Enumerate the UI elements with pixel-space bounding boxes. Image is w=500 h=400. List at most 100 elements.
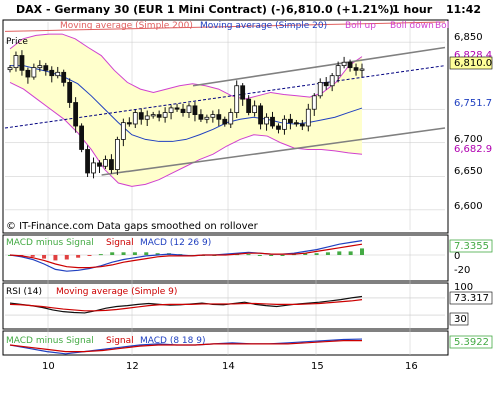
y-tick-6850: 6,850 — [454, 32, 483, 43]
candle-body-4 — [31, 67, 37, 78]
macd-hist-bar-5 — [64, 255, 69, 260]
sma20-value: 6,751.7 — [454, 98, 492, 109]
macd-hist-bar-23 — [269, 255, 274, 256]
candle-body-48 — [293, 122, 299, 125]
rsi-ma-line — [9, 299, 363, 312]
last-price-box — [449, 56, 493, 70]
candle-body-33 — [204, 116, 210, 120]
macd-hist-bar-7 — [87, 255, 92, 256]
candle-body-31 — [192, 105, 198, 115]
macd-value: 7.3355 — [454, 241, 489, 252]
rsi-30-box — [449, 312, 469, 326]
macd2-signal-line — [9, 340, 362, 353]
macd-hist-bar-10 — [121, 252, 126, 255]
candle-body-9 — [61, 71, 67, 83]
time: 11:42 — [446, 3, 481, 16]
candle-body-22 — [138, 112, 144, 120]
candle-body-11 — [73, 102, 79, 127]
rsi-tick-100: 100 — [454, 282, 473, 293]
macd-panel-frame — [2, 234, 449, 282]
lower-band-value: 6,682.9 — [454, 144, 492, 155]
macd-hist-bar-3 — [42, 255, 47, 259]
candle-body-46 — [282, 118, 287, 130]
x-tick-15: 15 — [311, 361, 324, 372]
rsi-value: 73.317 — [454, 293, 489, 304]
candle-body-45 — [276, 125, 281, 130]
candle-body-28 — [174, 107, 180, 110]
candle-body-24 — [150, 114, 156, 117]
macd-value-box — [449, 239, 493, 253]
macd-tick-0: 0 — [454, 251, 460, 262]
candle-body-8 — [55, 71, 61, 77]
candle-body-7 — [49, 69, 55, 77]
macd-legend-macd: MACD (12 26 9) — [140, 238, 211, 248]
candle-body-40 — [246, 98, 252, 113]
candle-body-56 — [341, 61, 347, 67]
macd-hist-bar-12 — [144, 252, 149, 255]
legend-sma20: Moving average (Simple 20) — [200, 21, 327, 31]
macd-hist-bar-24 — [280, 255, 285, 256]
last-price-value: 6,810.0 — [454, 58, 492, 69]
macd-hist-bar-4 — [53, 255, 58, 261]
y-tick-6700: 6,700 — [454, 134, 483, 145]
candle-body-13 — [85, 149, 90, 174]
boll-down-line — [9, 81, 363, 187]
candle-body-2 — [19, 55, 25, 71]
macd2-legend-hist: MACD minus Signal — [6, 336, 94, 346]
macd-hist-bar-27 — [314, 253, 319, 255]
candle-body-39 — [240, 85, 246, 100]
rsi-value-box — [449, 291, 493, 305]
macd2-legend-signal: Signal — [106, 336, 134, 346]
candlesticks — [7, 50, 365, 179]
candle-body-25 — [156, 114, 162, 118]
macd-hist-bar-26 — [303, 253, 308, 255]
candle-body-54 — [329, 75, 335, 87]
macd-signal-line — [9, 243, 363, 269]
x-tick-10: 10 — [42, 361, 55, 372]
sma200-line — [4, 21, 446, 32]
candle-body-20 — [126, 122, 132, 125]
macd2-value-box — [449, 335, 493, 349]
macd-hist-bar-8 — [98, 254, 103, 256]
macd-hist-bar-22 — [257, 255, 262, 256]
candle-body-43 — [264, 116, 269, 125]
rsi-ma-legend: Moving average (Simple 9) — [56, 287, 177, 297]
legend-boll-up: Boll up — [345, 21, 376, 31]
bollinger-band — [10, 34, 362, 187]
instrument-title: DAX - Germany 30 (EUR 1 Mini Contract) (… — [16, 3, 285, 16]
upper-band-value: 6,828.4 — [454, 50, 492, 61]
candle-body-49 — [299, 123, 305, 127]
rsi-legend: RSI (14) — [6, 287, 42, 297]
candle-body-36 — [222, 118, 228, 125]
candle-body-18 — [114, 139, 120, 171]
candle-body-10 — [67, 81, 73, 103]
candle-body-26 — [162, 112, 168, 118]
macd-hist-bar-9 — [110, 252, 115, 255]
macd-hist-bar-2 — [30, 255, 35, 257]
candle-body-53 — [323, 81, 329, 87]
y-tick-6600: 6,600 — [454, 201, 483, 212]
candle-body-3 — [25, 69, 31, 78]
macd2-value: 5.3922 — [454, 337, 489, 348]
legend-boll: Bol — [435, 21, 449, 31]
x-tick-16: 16 — [405, 361, 418, 372]
candle-body-58 — [353, 67, 359, 71]
trend-line — [4, 65, 446, 129]
price-label: Price — [6, 37, 28, 47]
candle-body-52 — [317, 81, 323, 97]
candle-body-19 — [120, 122, 126, 140]
candle-body-0 — [7, 67, 13, 71]
candle-body-21 — [132, 112, 138, 125]
candle-body-38 — [234, 85, 240, 113]
candle-body-57 — [347, 61, 353, 69]
candle-body-6 — [43, 65, 49, 71]
boll-up-line — [9, 33, 363, 100]
candle-body-27 — [168, 107, 174, 113]
candle-body-44 — [270, 116, 275, 127]
candle-body-23 — [144, 115, 150, 120]
candle-body-12 — [79, 125, 84, 150]
macd-hist-bar-29 — [337, 251, 342, 255]
candle-body-32 — [198, 114, 204, 120]
candle-body-34 — [210, 114, 216, 118]
macd-hist-bar-6 — [76, 255, 81, 258]
